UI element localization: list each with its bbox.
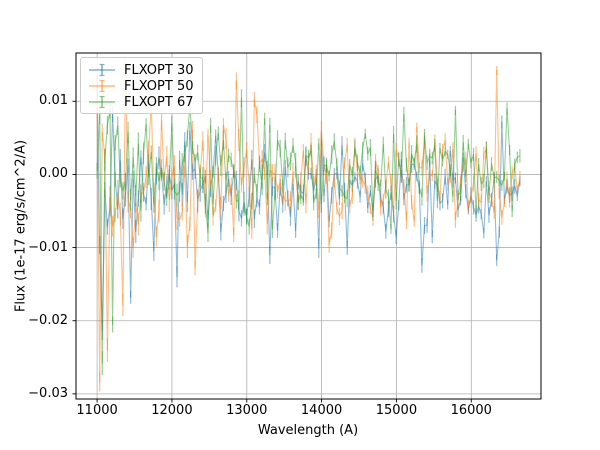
x-tick-label: 11000 [76,403,118,418]
y-tick-label: −0.02 [28,312,68,328]
x-tick-label: 16000 [450,403,492,418]
series-line-flxopt-67 [96,97,521,364]
x-tick-label: 13000 [226,403,268,418]
errorbars-flxopt-30 [96,74,521,341]
axes-frame [75,52,542,400]
legend-entry: FLXOPT 30 [87,62,193,78]
legend-label: FLXOPT 30 [124,62,194,78]
x-axis-label: Wavelength (A) [257,423,359,438]
y-tick-label: −0.03 [28,385,68,401]
errorbar-handle-icon [89,63,115,77]
legend-label: FLXOPT 50 [124,78,194,94]
legend: FLXOPT 30 FLXOPT 50 FLXOPT 67 [80,57,204,114]
y-tick-label: 0.01 [39,93,68,109]
legend-entry: FLXOPT 67 [87,94,193,110]
x-tick-label: 15000 [375,403,418,418]
series-line-flxopt-50 [96,69,521,382]
x-tick-label: 12000 [151,403,193,418]
legend-entry: FLXOPT 50 [87,78,193,94]
y-tick-label: −0.01 [28,239,68,255]
errorbar-handle-icon [89,79,115,93]
errorbar-handle-icon [89,95,115,109]
series-line-flxopt-30 [96,86,521,331]
legend-label: FLXOPT 67 [124,94,194,110]
y-tick-label: 0.00 [39,166,68,182]
x-tick-label: 14000 [300,403,343,418]
